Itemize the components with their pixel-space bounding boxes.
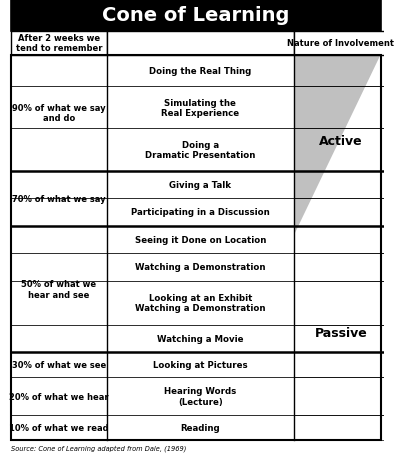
Bar (107, 171, 293, 199)
Bar (293, 129, 387, 171)
Bar (107, 87, 293, 129)
Bar (293, 377, 387, 415)
Bar (11, 377, 107, 415)
Bar (107, 199, 293, 226)
Text: Cone of Learning: Cone of Learning (102, 6, 289, 25)
Bar (11, 415, 107, 440)
Bar (107, 281, 293, 325)
Bar (11, 0, 380, 31)
Text: 90% of what we say
and do: 90% of what we say and do (12, 104, 105, 123)
Text: Nature of Involvement: Nature of Involvement (287, 39, 393, 48)
Text: Doing a
Dramatic Presentation: Doing a Dramatic Presentation (145, 141, 255, 160)
Text: 50% of what we
hear and see: 50% of what we hear and see (21, 280, 96, 299)
Bar (11, 56, 107, 87)
Text: Source: Cone of Learning adapted from Dale, (1969): Source: Cone of Learning adapted from Da… (11, 444, 186, 451)
Text: Doing the Real Thing: Doing the Real Thing (149, 67, 251, 75)
Bar (293, 254, 387, 281)
Text: 70% of what we say: 70% of what we say (12, 194, 105, 203)
Bar (11, 325, 107, 352)
Text: Looking at an Exhibit
Watching a Demonstration: Looking at an Exhibit Watching a Demonst… (135, 294, 265, 313)
Bar (293, 352, 387, 377)
Bar (293, 325, 387, 352)
Bar (11, 31, 107, 56)
Text: Participating in a Discussion: Participating in a Discussion (131, 208, 269, 217)
Bar (11, 87, 107, 129)
Bar (11, 226, 107, 254)
Bar (11, 254, 107, 281)
Polygon shape (11, 56, 380, 440)
Bar (107, 325, 293, 352)
Text: Seeing it Done on Location: Seeing it Done on Location (134, 235, 265, 244)
Bar (107, 254, 293, 281)
Text: 20% of what we hear: 20% of what we hear (9, 392, 108, 400)
Text: 30% of what we see: 30% of what we see (12, 361, 106, 369)
Bar (107, 31, 293, 56)
Bar (293, 56, 387, 87)
Bar (11, 129, 107, 171)
Bar (293, 87, 387, 129)
Bar (11, 281, 107, 325)
Text: Watching a Movie: Watching a Movie (157, 334, 243, 344)
Bar (107, 352, 293, 377)
Bar (11, 352, 107, 377)
Bar (293, 31, 387, 56)
Bar (11, 199, 107, 226)
Text: Watching a Demonstration: Watching a Demonstration (135, 263, 265, 272)
Text: Hearing Words
(Lecture): Hearing Words (Lecture) (164, 387, 236, 406)
Text: Active: Active (318, 134, 362, 147)
Bar (107, 415, 293, 440)
Bar (293, 171, 387, 199)
Bar (107, 129, 293, 171)
Bar (107, 377, 293, 415)
Bar (293, 281, 387, 325)
Text: Giving a Talk: Giving a Talk (169, 181, 231, 190)
Bar (293, 226, 387, 254)
Bar (11, 171, 107, 199)
Text: Reading: Reading (180, 423, 220, 432)
Bar (11, 56, 380, 440)
Text: Passive: Passive (314, 326, 367, 339)
Text: After 2 weeks we
tend to remember: After 2 weeks we tend to remember (16, 34, 102, 53)
Bar (293, 415, 387, 440)
Text: Simulating the
Real Experience: Simulating the Real Experience (161, 98, 239, 118)
Bar (107, 56, 293, 87)
Bar (293, 199, 387, 226)
Bar (107, 226, 293, 254)
Text: 10% of what we read: 10% of what we read (9, 423, 108, 432)
Text: Looking at Pictures: Looking at Pictures (153, 361, 247, 369)
